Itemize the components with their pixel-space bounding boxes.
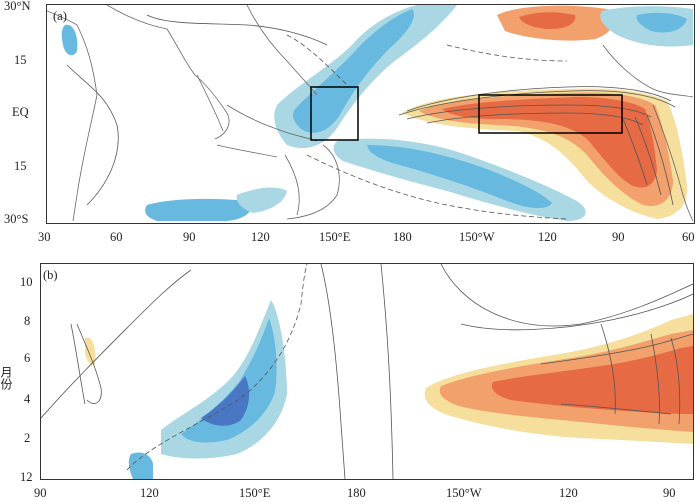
panel-a-xtick-9: 60 [682,230,695,244]
cool-anomaly-b-mid [181,318,277,443]
warm-anomaly-b-small [85,337,96,366]
hovmoller-panel-b: (b) [40,263,694,480]
panel-a-ytick-2: EQ [12,105,29,119]
panel-b-xtick-2: 150°E [239,486,271,500]
panel-a-xtick-6: 150°W [459,230,495,244]
warm-anomaly-b-core [491,346,693,414]
coastlines [47,5,694,222]
panel-b-xtick-1: 120 [140,486,159,500]
panel-a-ytick-1: 15 [14,53,27,67]
cool-anomaly-west-pacific-mid [293,9,415,133]
cool-anomaly-b-core [201,376,250,426]
panel-a-xtick-8: 90 [612,230,625,244]
panel-b-ytick-0: 10 [20,275,33,289]
region-box-nino [478,94,623,134]
panel-b-xtick-6: 90 [663,486,676,500]
cool-anomaly-caribbean-mid [636,12,687,33]
panel-a-xtick-1: 60 [110,230,123,244]
cool-anomaly-spcz-mid [367,145,552,209]
panel-b-ytick-1: 8 [24,314,31,328]
panel-b-xtick-3: 180 [347,486,366,500]
panel-b-ytick-5: 12 [20,470,33,484]
panel-b-ytick-2: 6 [24,351,31,365]
panel-a-label: (a) [53,9,67,23]
panel-a-xtick-0: 30 [38,230,51,244]
panel-b-y-axis-label: 月份 [0,366,13,390]
panel-b-ytick-3: 4 [24,392,31,406]
panel-a-ytick-3: 15 [14,159,27,173]
region-box-west-pacific [310,86,359,141]
panel-a-ytick-4: 30°S [4,212,29,226]
panel-a-xtick-5: 180 [393,230,412,244]
panel-a-xtick-7: 120 [538,230,557,244]
cool-anomaly-b-tail [128,452,153,479]
contour-lines-b [41,264,693,479]
panel-a-ytick-0: 30°N [4,0,31,13]
panel-b-xtick-5: 120 [559,486,578,500]
cool-anomaly-south-indian [145,198,251,221]
panel-b-label: (b) [43,268,58,282]
panel-b-xtick-4: 150°W [446,486,482,500]
cool-anomaly-south-indian-light [236,187,287,213]
map-panel-a: (a) [46,4,695,224]
hovmoller-b-svg [41,264,693,479]
warm-anomaly-core [442,97,657,188]
warm-anomaly-north-core [519,12,576,29]
map-a-svg [47,5,694,222]
panel-a-xtick-3: 120 [251,230,270,244]
panel-b-ytick-4: 2 [24,431,31,445]
cool-anomaly-arabian [61,24,78,56]
panel-b-xtick-0: 90 [34,486,47,500]
contour-lines-a [66,14,676,220]
panel-a-xtick-4: 150°E [319,230,351,244]
panel-a-xtick-2: 90 [183,230,196,244]
